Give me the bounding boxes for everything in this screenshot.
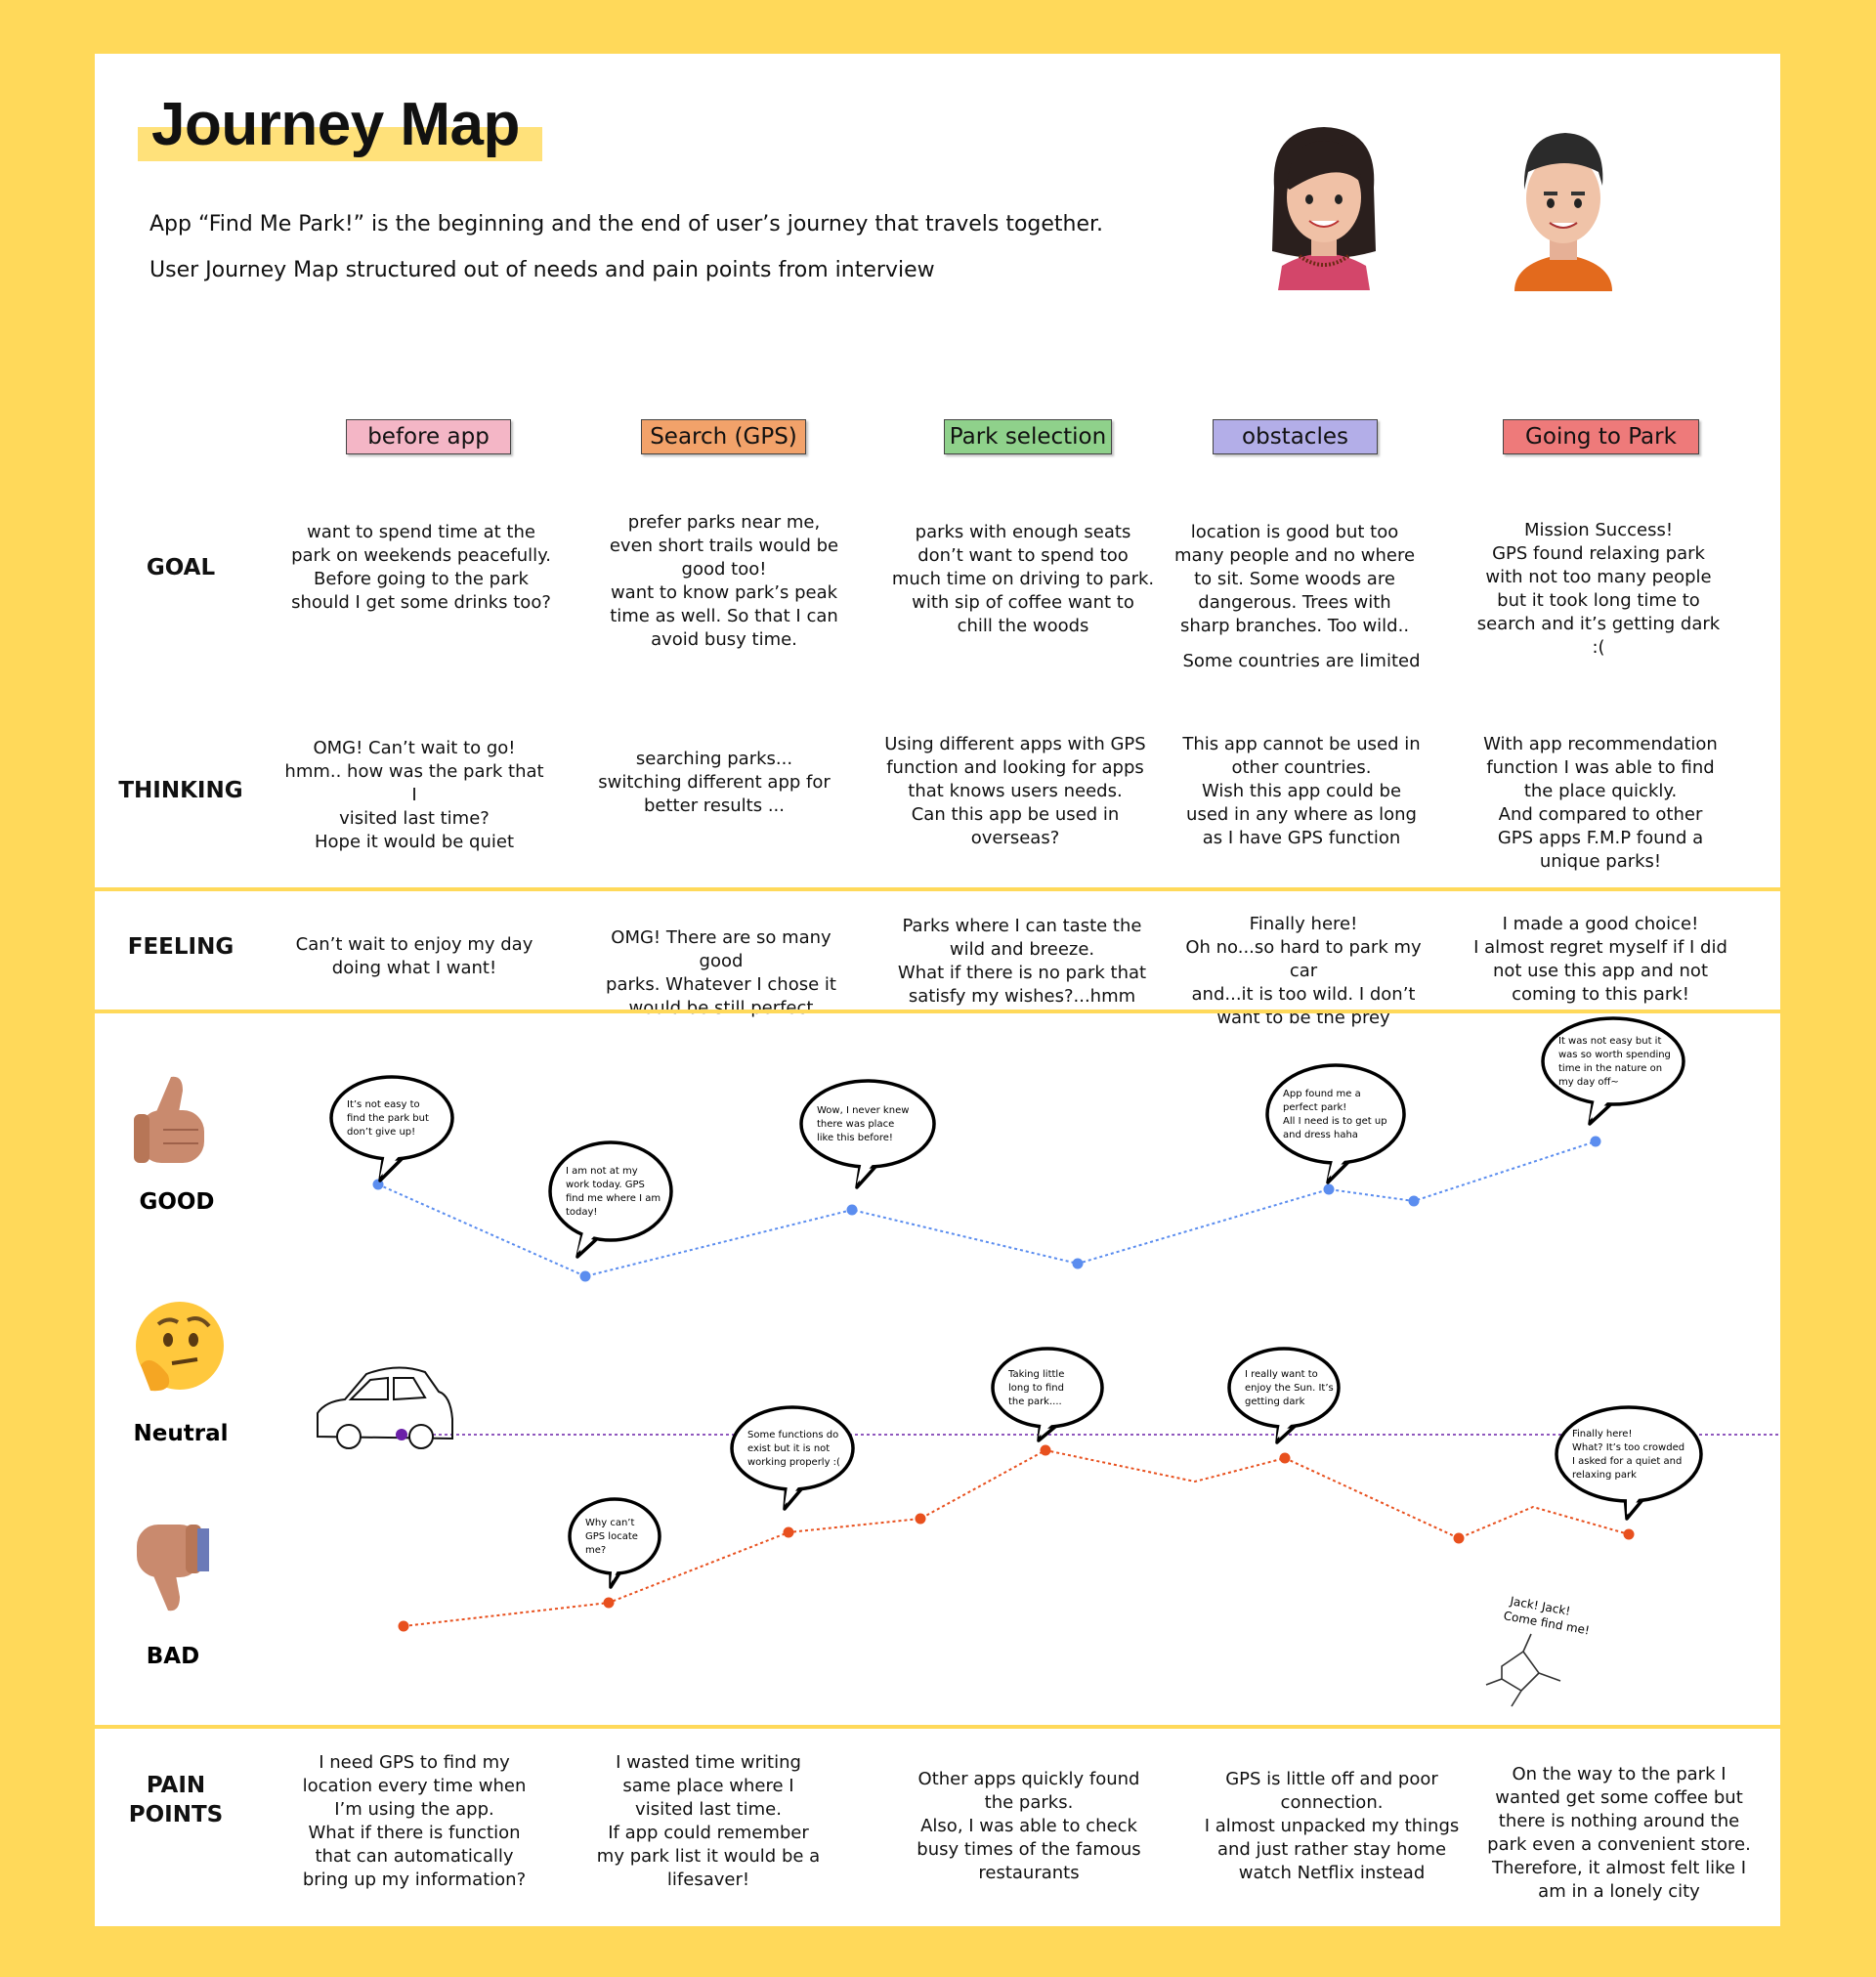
thinking-obstacles: This app cannot be used in other countri…: [1182, 734, 1421, 848]
thinking-face-icon: [136, 1302, 224, 1392]
divider-feeling-top: [95, 887, 1780, 891]
thinking-search-gps: searching parks... switching different a…: [598, 749, 831, 816]
pain-park-selection: Other apps quickly found the parks. Also…: [917, 1769, 1141, 1883]
speech-bubble-text: Why can’t GPS locate me?: [585, 1518, 638, 1556]
bad-emotion-point-7: [1453, 1532, 1465, 1544]
bad-emotion-point-8: [1623, 1528, 1635, 1540]
thinking-park-selection: Using different apps with GPS function a…: [884, 734, 1146, 848]
stage-search-gps: Search (GPS): [641, 419, 806, 454]
speech-bubble-good-5: It was not easy but it was so worth spend…: [1541, 1016, 1685, 1126]
emotion-label-neutral: Neutral: [134, 1421, 229, 1446]
row-label-goal: GOAL: [146, 555, 216, 580]
feeling-going-to-park: I made a good choice! I almost regret my…: [1473, 914, 1727, 1005]
speech-bubble-text: I am not at my work today. GPS find me whe…: [566, 1166, 661, 1218]
speech-bubble-bad-1: Why can’t GPS locate me?: [568, 1497, 661, 1589]
bad-emotion-line: [403, 1448, 1630, 1627]
feeling-search-gps: OMG! There are so many good parks. Whate…: [606, 927, 836, 1018]
row-label-pain-points: PAIN POINTS: [128, 1773, 224, 1827]
goal-obstacles-note: Some countries are limited: [1182, 651, 1421, 671]
speech-bubble-text: Finally here! What? It’s too crowded I ask…: [1572, 1429, 1684, 1481]
thinking-before-app: OMG! Can’t wait to go! hmm.. how was the…: [284, 738, 544, 852]
male-persona-avatar: [1514, 133, 1612, 291]
speech-bubble-good-2: I am not at my work today. GPS find me whe…: [548, 1140, 673, 1259]
row-label-feeling: FEELING: [127, 934, 234, 960]
thumbs-up-icon: [134, 1076, 204, 1163]
page-title: Journey Map: [151, 91, 520, 158]
speech-bubble-text: It’s not easy to find the park but don’t g…: [347, 1099, 429, 1138]
good-emotion-point-2: [579, 1270, 591, 1282]
speech-bubble-text: Some functions do exist but it is not work…: [747, 1430, 840, 1468]
speech-bubble-good-3: Wow, I never knew there was place like thi…: [799, 1079, 936, 1189]
female-persona-avatar: [1272, 127, 1376, 290]
speech-bubble-text: Taking little long to find the park....: [1007, 1369, 1064, 1407]
goal-obstacles: location is good but too many people and…: [1173, 522, 1416, 636]
speech-bubble-text: Wow, I never knew there was place like thi…: [817, 1105, 909, 1143]
thinking-going-to-park: With app recommendation function I was a…: [1483, 734, 1718, 872]
thumbs-down-icon: [137, 1525, 209, 1612]
stick-figure-sketch: [1485, 1633, 1561, 1707]
speech-bubble-bad-3: Taking little long to find the park....: [991, 1347, 1104, 1442]
divider-feeling-bottom: [95, 1010, 1780, 1013]
speech-bubble-bad-4: I really want to enjoy the Sun. It’s getti…: [1227, 1347, 1341, 1444]
feeling-park-selection: Parks where I can taste the wild and bre…: [897, 916, 1147, 1007]
stage-obstacles: obstacles: [1213, 419, 1378, 454]
goal-going-to-park: Mission Success! GPS found relaxing park…: [1476, 520, 1721, 658]
neutral-start-point: [396, 1429, 407, 1440]
speech-bubble-text: I really want to enjoy the Sun. It’s getti…: [1245, 1369, 1334, 1407]
pain-obstacles: GPS is little off and poor connection. I…: [1204, 1769, 1460, 1883]
bad-emotion-point-3: [783, 1526, 794, 1538]
bad-emotion-point-4: [915, 1513, 926, 1525]
speech-bubble-bad-5: Finally here! What? It’s too crowded I ask…: [1555, 1405, 1703, 1521]
speech-bubble-good-1: It’s not easy to find the park but don’t g…: [329, 1075, 454, 1182]
journey-map-card: [95, 54, 1780, 1926]
stage-before-app: before app: [346, 419, 511, 454]
pain-search-gps: I wasted time writing same place where I…: [596, 1752, 821, 1890]
row-label-thinking: THINKING: [118, 778, 243, 803]
speech-bubble-bad-2: Some functions do exist but it is not work…: [730, 1405, 855, 1511]
speech-bubble-text: App found me a perfect park! All I need is…: [1283, 1089, 1387, 1140]
speech-bubble-text: It was not easy but it was so worth spend…: [1558, 1036, 1671, 1088]
divider-pain-top: [95, 1725, 1780, 1729]
goal-before-app: want to spend time at the park on weeken…: [291, 522, 551, 613]
good-emotion-point-5: [1323, 1183, 1335, 1195]
emotion-label-bad: BAD: [147, 1644, 199, 1669]
feeling-before-app: Can’t wait to enjoy my day doing what I …: [295, 934, 533, 978]
car-sketch-icon: [317, 1366, 453, 1449]
goal-park-selection: parks with enough seats don’t want to sp…: [891, 522, 1155, 636]
good-emotion-point-4: [1072, 1258, 1084, 1269]
pain-going-to-park: On the way to the park I wanted get some…: [1487, 1764, 1751, 1902]
bad-emotion-point-1: [398, 1620, 409, 1632]
speech-bubble-good-4: App found me a perfect park! All I need is…: [1265, 1063, 1406, 1184]
intro-line-1: App “Find Me Park!” is the beginning and…: [149, 212, 1104, 236]
bad-emotion-point-6: [1279, 1452, 1291, 1464]
emotion-label-good: GOOD: [139, 1189, 214, 1215]
bad-emotion-point-2: [603, 1597, 615, 1609]
goal-search-gps: prefer parks near me, even short trails …: [609, 512, 839, 650]
intro-line-2: User Journey Map structured out of needs…: [149, 258, 935, 282]
stage-going-to-park: Going to Park: [1503, 419, 1699, 454]
emotion-curve-chart: GOOD Neutral BAD It’s not easy to find th…: [134, 1016, 1780, 1707]
good-emotion-point-6: [1408, 1195, 1420, 1207]
stage-park-selection: Park selection: [944, 419, 1112, 454]
title-highlight: [138, 127, 542, 161]
good-emotion-point-7: [1590, 1136, 1601, 1147]
good-emotion-point-3: [846, 1204, 858, 1216]
bad-emotion-point-5: [1040, 1444, 1051, 1456]
pain-before-app: I need GPS to find my location every tim…: [302, 1752, 527, 1890]
sketch-note: Jack! Jack! Come find me!: [1503, 1593, 1594, 1637]
